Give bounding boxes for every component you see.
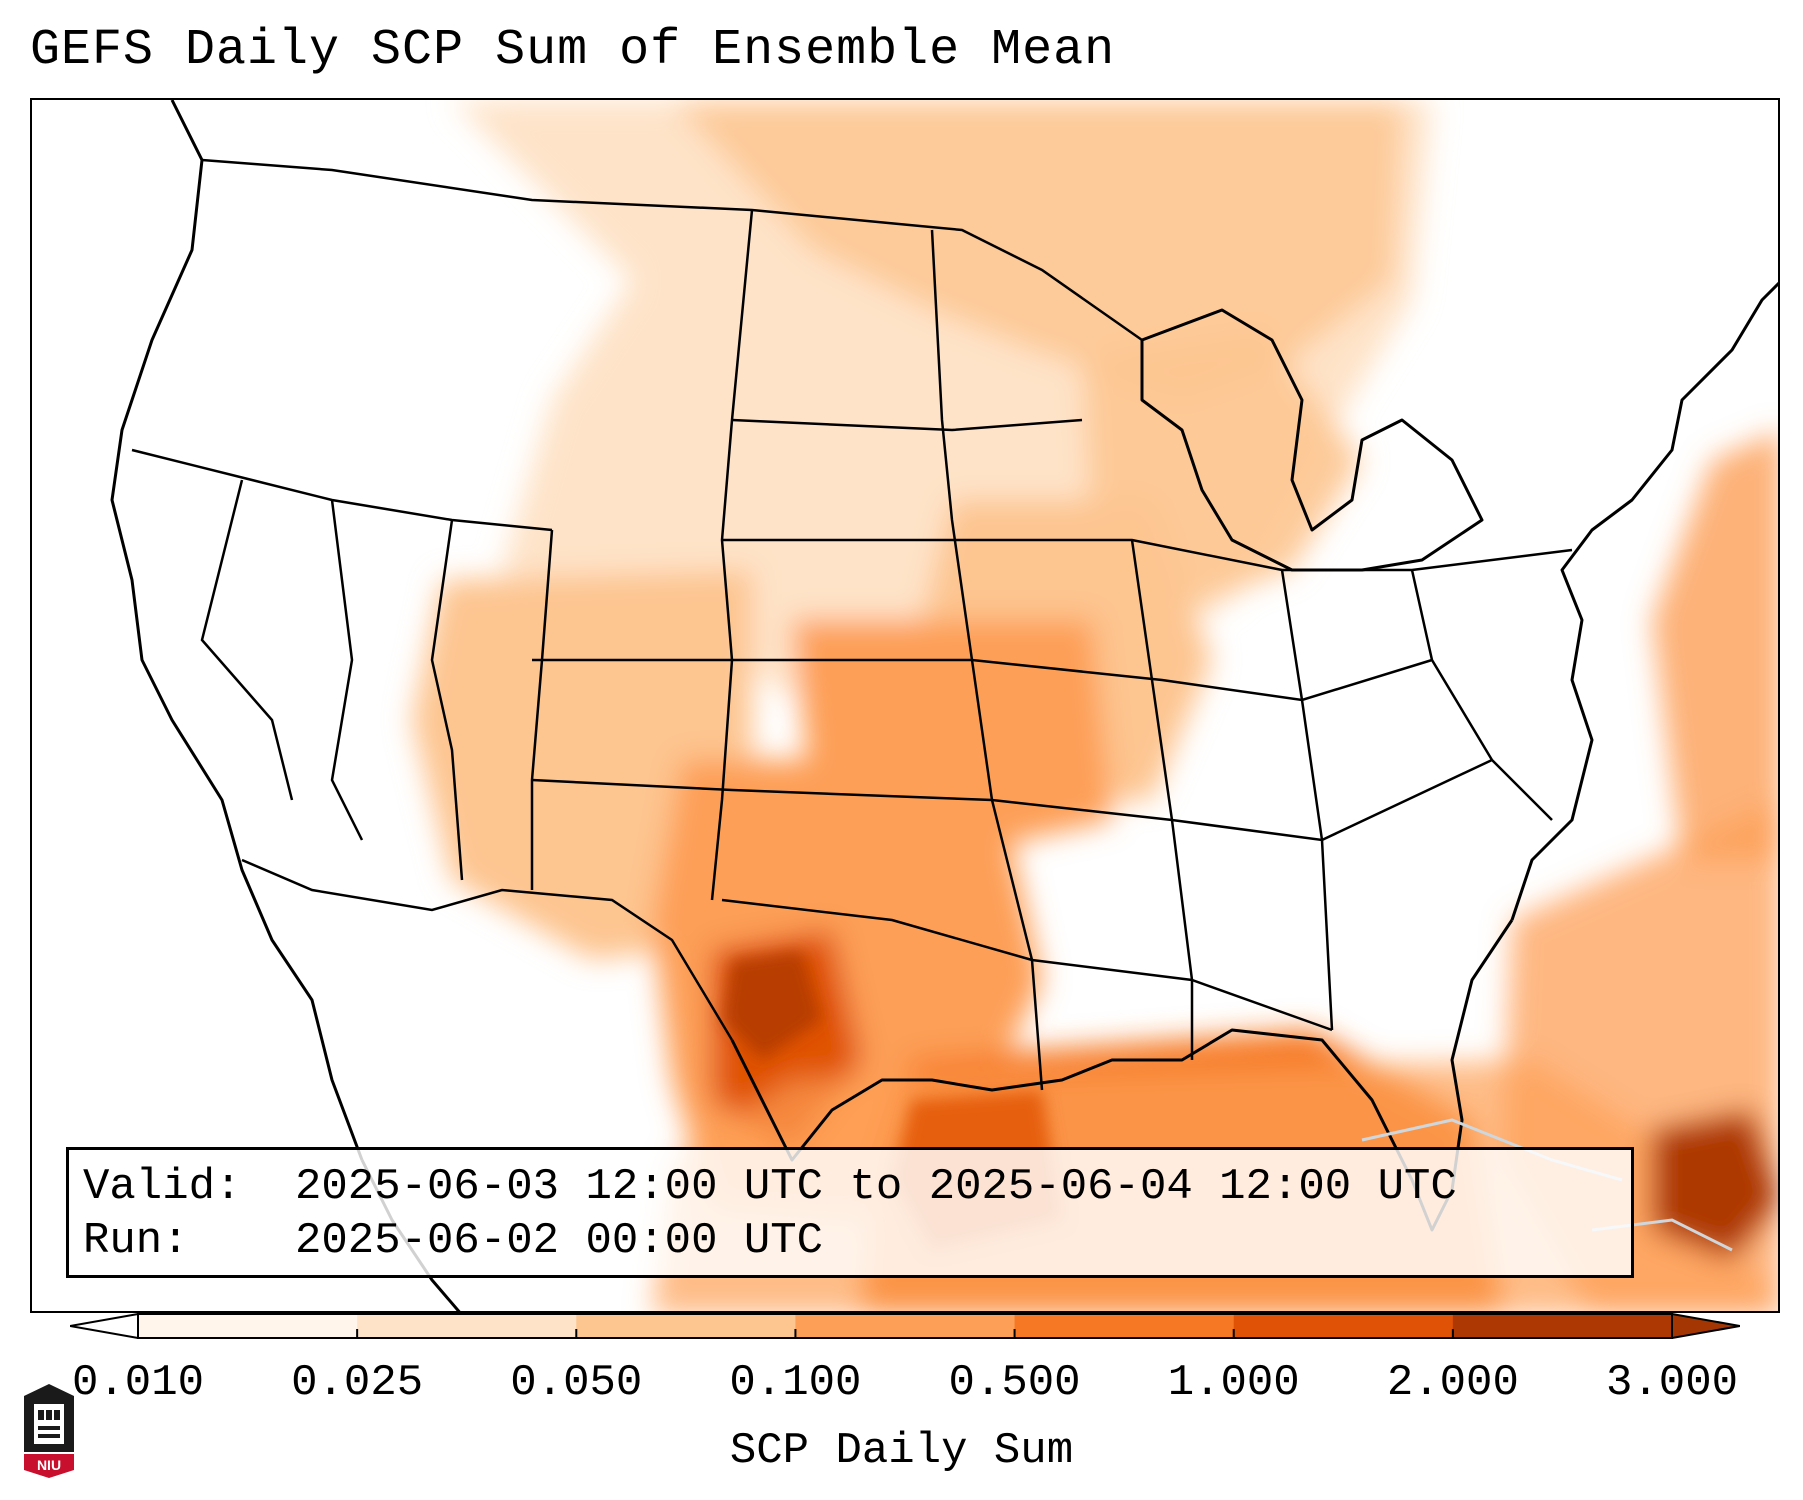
valid-label: Valid: xyxy=(83,1162,242,1212)
colorbar-extend-low xyxy=(70,1313,139,1339)
colorbar-tick-label: 0.010 xyxy=(71,1358,205,1408)
scp-map xyxy=(30,98,1780,1313)
border-rockies-1 xyxy=(430,519,464,881)
svg-text:NIU: NIU xyxy=(37,1457,61,1473)
border-west-2 xyxy=(200,479,294,801)
coastlines xyxy=(110,100,1778,1311)
colorbar-tick-label: 2.000 xyxy=(1386,1358,1519,1408)
border-east-2 xyxy=(1280,569,1334,1031)
map-title: GEFS Daily SCP Sum of Ensemble Mean xyxy=(30,22,1116,79)
colorbar-tick-label: 0.500 xyxy=(948,1358,1081,1408)
border-rockies-2 xyxy=(530,529,554,890)
colorbar-segment xyxy=(138,1314,358,1338)
atlantic-coast xyxy=(1510,281,1778,921)
valid-row: Valid: 2025-06-03 12:00 UTC to 2025-06-0… xyxy=(83,1160,1617,1214)
border-lat-2 xyxy=(722,538,1573,572)
political-borders xyxy=(131,158,1573,1091)
shade-caribbean-core xyxy=(1652,1110,1778,1260)
border-lat-1 xyxy=(731,418,1083,432)
colorbar-segment xyxy=(1452,1314,1673,1338)
colorbar-segments xyxy=(70,1313,1740,1339)
border-lat-4 xyxy=(531,758,1493,842)
border-west-1 xyxy=(131,448,553,532)
colorbar-tick-label: 0.050 xyxy=(510,1358,643,1408)
pacific-coast xyxy=(110,100,364,1161)
great-lakes xyxy=(1140,308,1484,572)
scp-field-map xyxy=(110,100,1778,1311)
shade-texas-hotspot xyxy=(722,950,822,1060)
run-label: Run: xyxy=(83,1216,189,1266)
colorbar-tick-label: 1.000 xyxy=(1167,1358,1300,1408)
border-west-3 xyxy=(330,499,364,841)
border-east-3 xyxy=(1410,569,1553,821)
gulf-coast xyxy=(730,919,1514,1232)
us-mexico-border xyxy=(241,858,734,1041)
border-plains-1 xyxy=(710,209,754,901)
colorbar-outline xyxy=(137,1313,1673,1339)
colorbar-extend-high xyxy=(1671,1313,1740,1339)
colorbar-segment xyxy=(795,1314,1016,1338)
colorbar-tick-label: 0.025 xyxy=(291,1358,424,1408)
shade-dakotas-minnesota xyxy=(672,100,1402,400)
colorbar-tick-label: 0.100 xyxy=(729,1358,862,1408)
colorbar xyxy=(70,1313,1740,1339)
run-value: 2025-06-02 00:00 UTC xyxy=(295,1216,824,1266)
validity-info-box: Valid: 2025-06-03 12:00 UTC to 2025-06-0… xyxy=(66,1147,1634,1278)
scp-shading xyxy=(412,100,1778,1311)
colorbar-label: SCP Daily Sum xyxy=(729,1426,1074,1476)
valid-value: 2025-06-03 12:00 UTC to 2025-06-04 12:00… xyxy=(295,1162,1457,1212)
colorbar-segment xyxy=(1014,1314,1235,1338)
colorbar-tick-label: 3.000 xyxy=(1605,1358,1739,1408)
border-lat-3 xyxy=(532,658,1433,702)
run-row: Run: 2025-06-02 00:00 UTC xyxy=(83,1214,1617,1268)
colorbar-ticks xyxy=(137,1329,1673,1339)
border-lat-5 xyxy=(721,898,1333,1032)
colorbar-segment xyxy=(1233,1314,1454,1338)
colorbar-segment xyxy=(576,1314,796,1338)
shade-atlantic-east xyxy=(1652,431,1778,860)
colorbar-segment xyxy=(357,1314,577,1338)
niu-logo: NIU xyxy=(24,1384,74,1478)
